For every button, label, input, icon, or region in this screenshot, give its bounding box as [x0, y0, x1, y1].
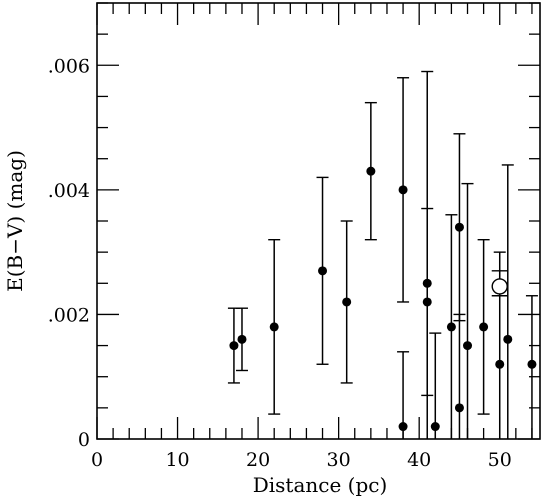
data-point: [503, 334, 513, 344]
x-tick-label: 10: [165, 449, 189, 471]
x-tick-labels: 0 10 20 30 40 50: [91, 449, 512, 471]
x-tick-label: 30: [327, 449, 351, 471]
y-tick-label: .006: [48, 55, 90, 77]
data-point: [479, 322, 489, 332]
data-point: [446, 322, 456, 332]
data-point: [422, 297, 432, 307]
y-axis-label: E(B−V) (mag): [3, 150, 27, 292]
errorbars-layer: [227, 70, 538, 439]
x-tick-label: 40: [407, 449, 431, 471]
data-point: [229, 341, 239, 351]
plot-frame: [96, 2, 541, 440]
data-point: [422, 278, 432, 288]
data-point-open: [491, 278, 508, 295]
x-tick-label: 20: [246, 449, 270, 471]
data-point: [318, 266, 328, 276]
data-point: [237, 334, 247, 344]
data-point: [527, 359, 537, 369]
x-axis-label: Distance (pc): [253, 473, 388, 497]
y-tick-label: 0: [78, 429, 90, 451]
data-point: [454, 222, 464, 232]
data-point: [342, 297, 352, 307]
data-point: [454, 403, 464, 413]
data-point: [366, 166, 376, 176]
y-tick-label: .004: [48, 180, 90, 202]
data-point: [398, 422, 408, 432]
y-tick-labels: 0 .002 .004 .006: [48, 55, 90, 451]
data-point: [398, 185, 408, 195]
points-layer: [229, 166, 537, 432]
data-point: [495, 359, 505, 369]
ticks-layer: [96, 2, 540, 440]
data-point: [430, 422, 440, 432]
x-tick-label: 0: [91, 449, 103, 471]
y-tick-label: .002: [48, 304, 90, 326]
x-tick-label: 50: [488, 449, 512, 471]
data-point: [269, 322, 279, 332]
data-point: [463, 341, 473, 351]
